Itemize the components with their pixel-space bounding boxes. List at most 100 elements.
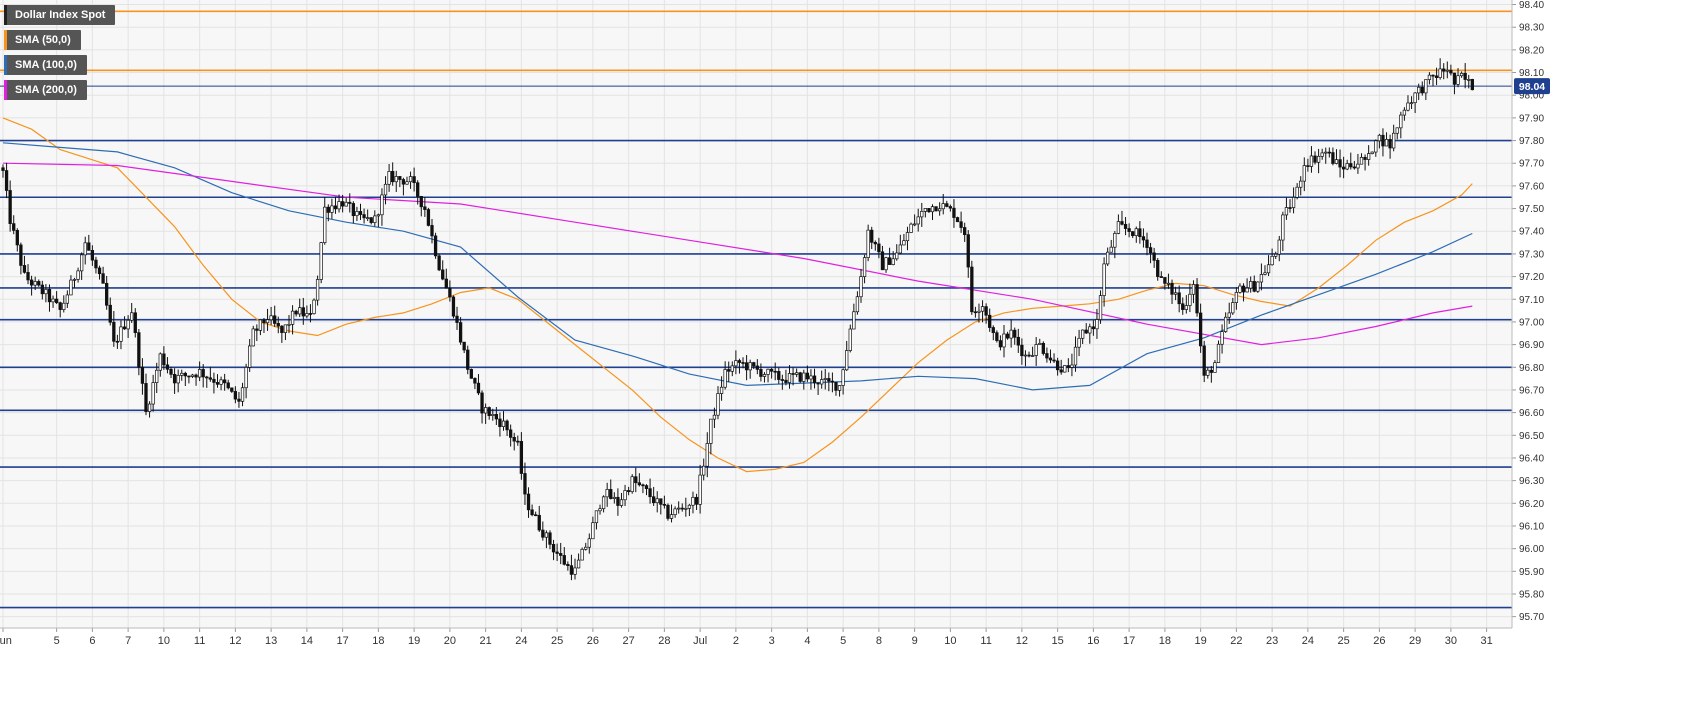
candle-up xyxy=(1223,316,1228,332)
legend-sma-200[interactable]: SMA (200,0) xyxy=(4,80,87,100)
candle-up xyxy=(1309,155,1314,167)
candle-down xyxy=(1452,72,1457,85)
candle-up xyxy=(902,240,906,246)
candle-down xyxy=(759,369,763,377)
candle-down xyxy=(169,368,173,375)
candle-down xyxy=(991,327,995,334)
x-tick-label: 12 xyxy=(229,635,241,647)
candle-up xyxy=(845,350,849,371)
x-tick-label: 14 xyxy=(301,635,313,647)
candle-down xyxy=(433,235,438,257)
candle-down xyxy=(255,328,259,331)
candle-down xyxy=(780,379,784,381)
candle-down xyxy=(509,429,513,438)
candle-up xyxy=(1009,329,1013,339)
candle-down xyxy=(133,312,137,334)
candle-up xyxy=(1459,72,1464,77)
candle-down xyxy=(444,278,448,289)
candle-down xyxy=(662,503,667,506)
x-tick-label: 5 xyxy=(54,635,60,647)
candle-down xyxy=(1148,247,1153,254)
x-tick-label: 15 xyxy=(1052,635,1064,647)
candle-down xyxy=(1131,231,1135,237)
candle-up xyxy=(298,307,302,315)
candle-down xyxy=(115,340,120,343)
candle-up xyxy=(315,279,320,301)
candle-up xyxy=(33,281,37,286)
candle-down xyxy=(519,441,524,474)
candle-down xyxy=(659,498,663,505)
candle-up xyxy=(1102,263,1106,296)
x-tick-label: 11 xyxy=(194,635,205,647)
candle-up xyxy=(240,387,245,402)
legend-dollar-index[interactable]: Dollar Index Spot xyxy=(4,5,116,25)
y-tick-label: 97.20 xyxy=(1519,272,1544,283)
y-tick-label: 96.00 xyxy=(1519,544,1544,555)
x-tick-label: 5 xyxy=(840,635,846,647)
candle-up xyxy=(802,372,806,382)
candle-down xyxy=(998,340,1003,348)
candle-down xyxy=(451,296,456,317)
candle-up xyxy=(787,373,792,383)
candle-up xyxy=(619,499,624,506)
candle-down xyxy=(426,209,431,226)
candle-up xyxy=(1227,312,1231,318)
candle-down xyxy=(1020,344,1024,357)
candle-up xyxy=(930,206,935,213)
candle-down xyxy=(455,315,459,323)
x-tick-label: 27 xyxy=(623,635,635,647)
candle-down xyxy=(566,563,570,567)
candle-up xyxy=(1077,337,1081,348)
candle-up xyxy=(1220,331,1224,345)
candle-up xyxy=(269,315,273,321)
candle-up xyxy=(705,443,709,467)
candle-down xyxy=(694,496,699,505)
x-tick-label: 19 xyxy=(408,635,420,647)
candle-down xyxy=(105,282,109,306)
candle-down xyxy=(880,251,885,271)
candle-up xyxy=(190,374,195,377)
candle-up xyxy=(730,365,734,372)
candle-down xyxy=(948,206,953,209)
candle-down xyxy=(144,383,148,412)
candle-down xyxy=(162,353,166,366)
candle-up xyxy=(580,548,584,561)
candle-up xyxy=(766,368,770,375)
candle-up xyxy=(669,514,674,519)
candle-up xyxy=(809,375,813,380)
candle-up xyxy=(180,372,184,376)
candle-down xyxy=(358,211,363,215)
candle-up xyxy=(244,367,248,389)
candle-up xyxy=(1316,155,1321,163)
candle-up xyxy=(1234,292,1239,303)
candle-up xyxy=(1256,281,1260,292)
candle-down xyxy=(959,221,963,228)
candle-up xyxy=(591,522,595,540)
candle-up xyxy=(1467,79,1471,81)
candle-down xyxy=(273,315,277,324)
candle-down xyxy=(94,259,98,269)
candle-up xyxy=(1095,319,1099,330)
candle-down xyxy=(1327,151,1331,154)
candle-up xyxy=(1377,134,1382,142)
y-tick-label: 97.80 xyxy=(1519,136,1544,147)
legend-sma-50[interactable]: SMA (50,0) xyxy=(4,30,81,50)
candle-down xyxy=(512,437,516,442)
candle-up xyxy=(1356,163,1360,169)
candle-up xyxy=(83,242,87,256)
candle-up xyxy=(1034,344,1038,356)
candle-up xyxy=(716,393,720,416)
legend-sma-100[interactable]: SMA (100,0) xyxy=(4,55,87,75)
x-tick-label: 13 xyxy=(265,635,277,647)
candle-up xyxy=(383,183,388,196)
candle-up xyxy=(623,490,627,501)
y-tick-label: 98.10 xyxy=(1519,68,1544,79)
candle-down xyxy=(1420,86,1424,94)
candle-up xyxy=(337,201,341,210)
y-tick-label: 97.10 xyxy=(1519,295,1544,306)
candle-down xyxy=(541,529,545,538)
candle-down xyxy=(172,373,177,384)
legend-label: SMA (200,0) xyxy=(15,84,77,96)
candle-down xyxy=(1027,354,1031,357)
